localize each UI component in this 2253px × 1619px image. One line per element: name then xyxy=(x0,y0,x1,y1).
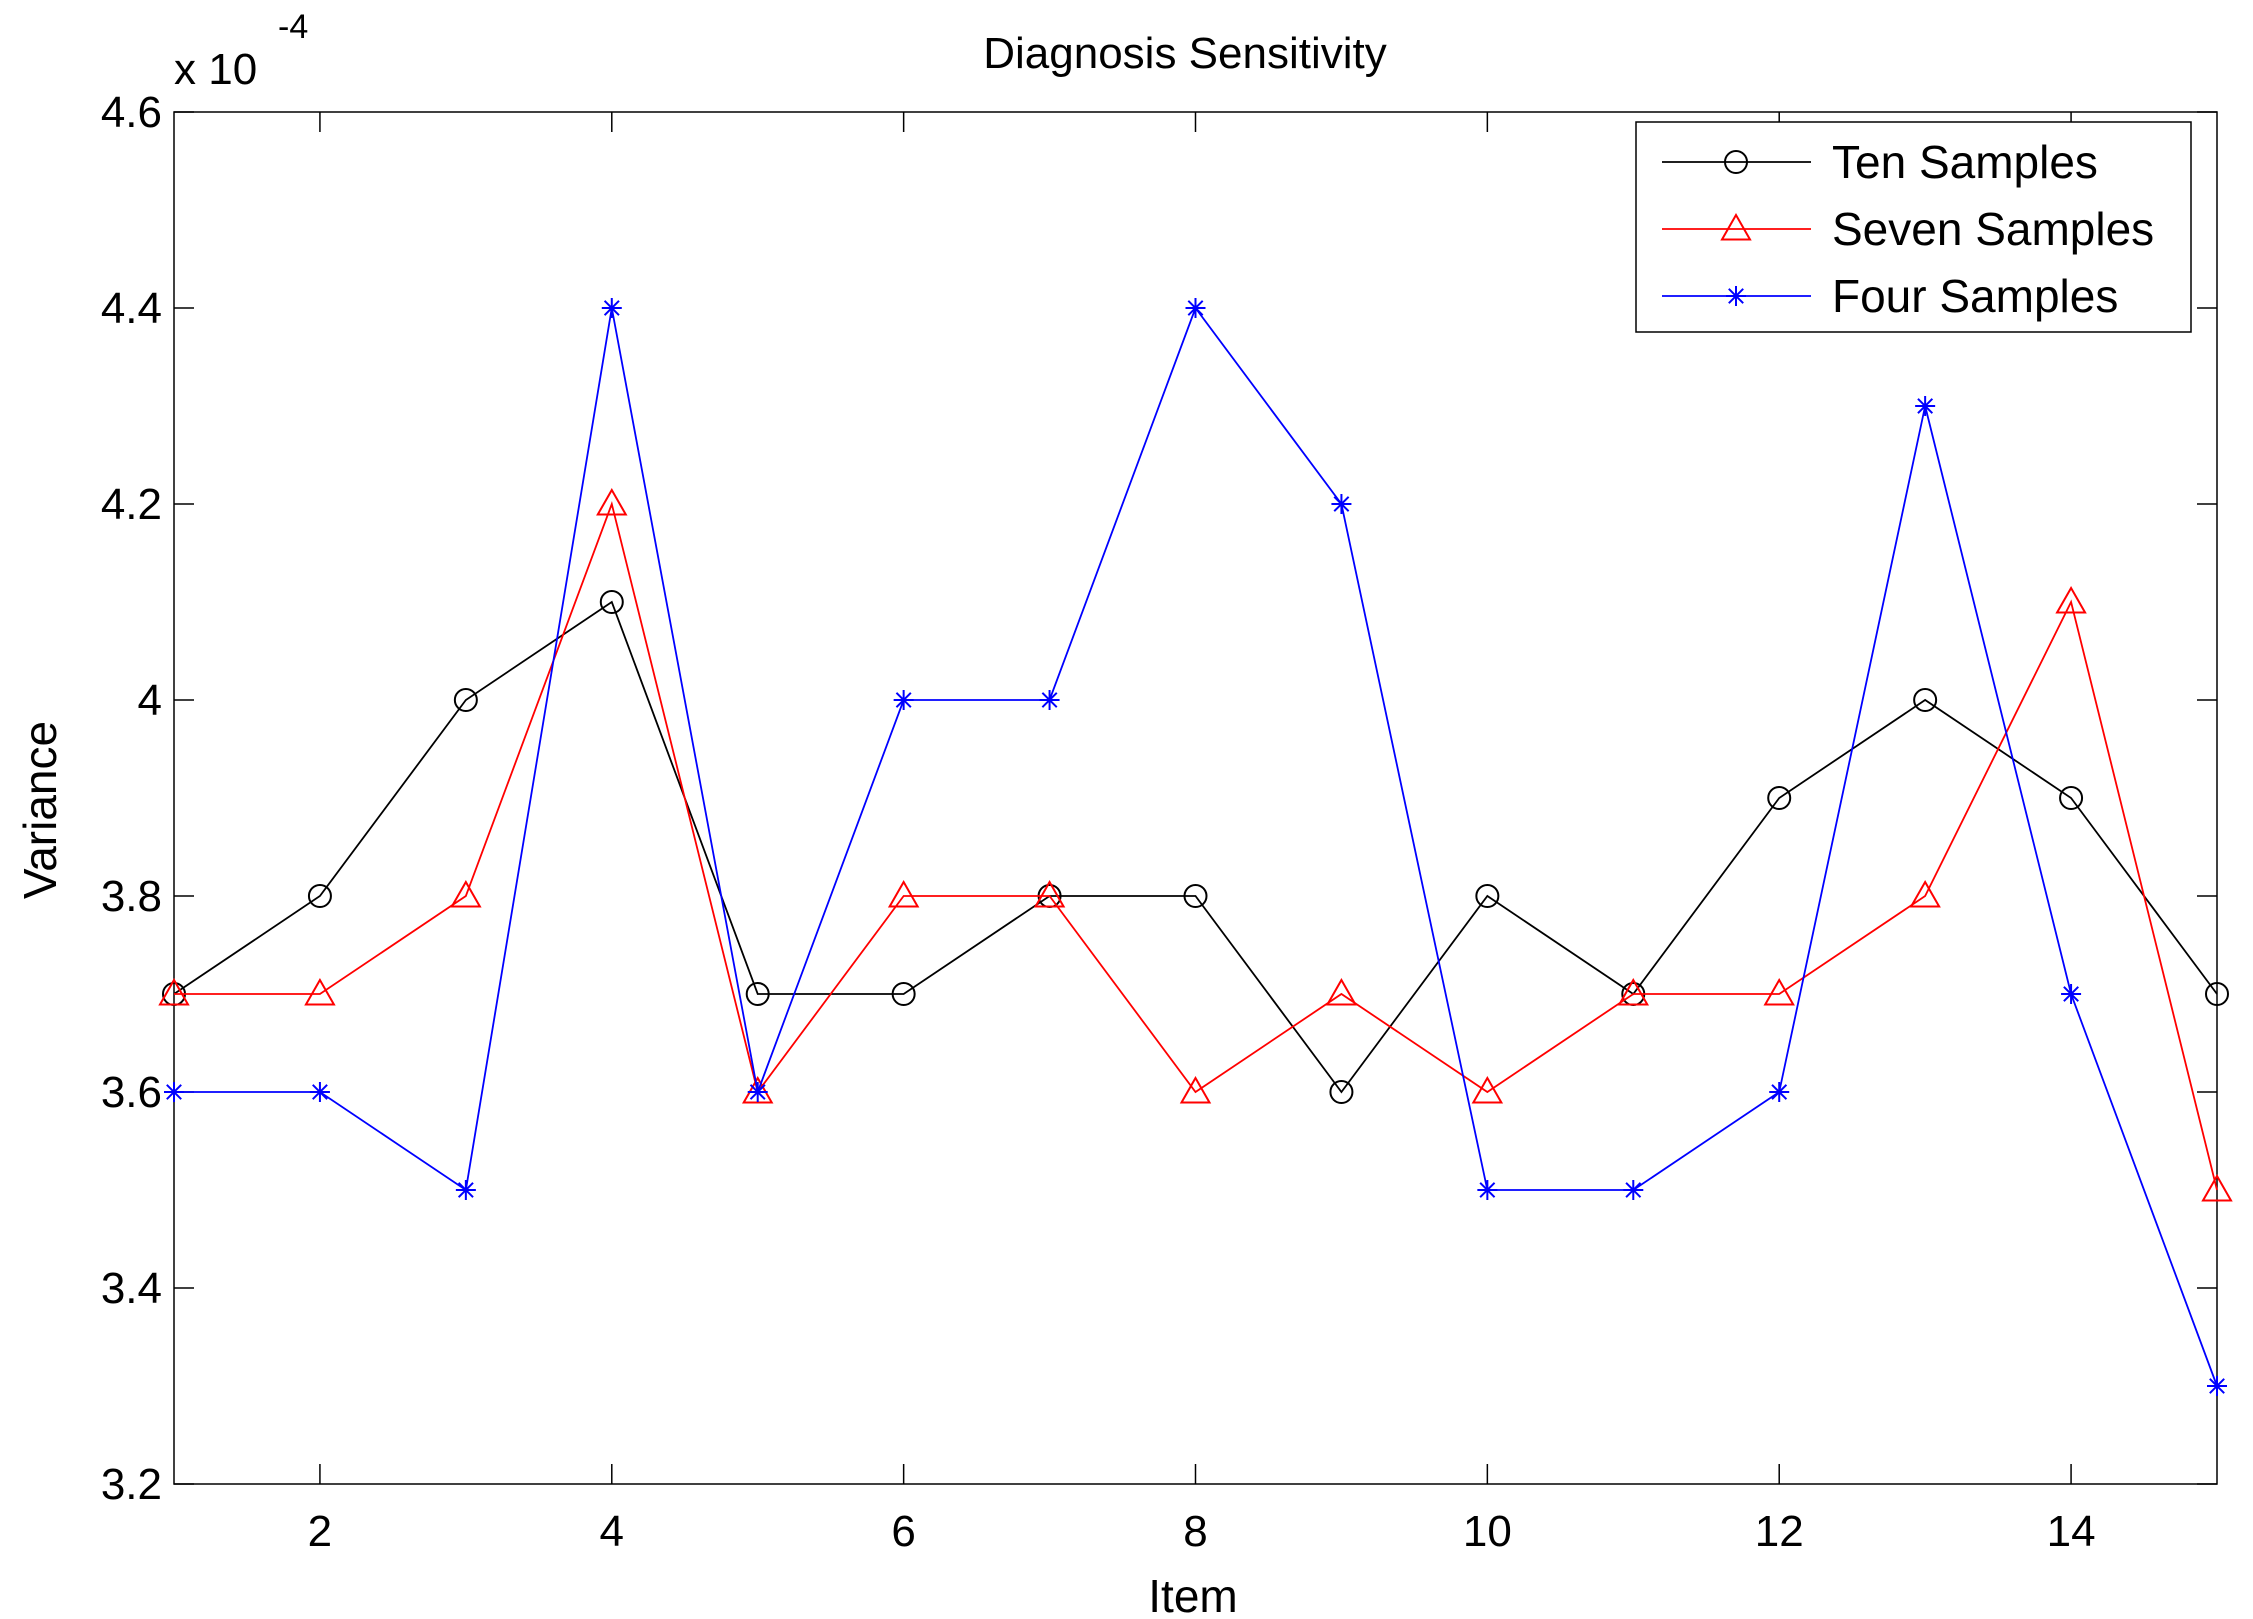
ten-samples-point xyxy=(1913,688,1938,712)
four-samples-point xyxy=(1915,396,1936,416)
four-samples-point xyxy=(1769,1082,1790,1102)
four-samples-point xyxy=(893,690,914,710)
ten-samples-point xyxy=(453,688,478,712)
marker-stroke xyxy=(457,1182,474,1198)
y-tick-label: 4 xyxy=(138,676,162,725)
marker-stroke xyxy=(1333,496,1350,512)
marker-stroke xyxy=(895,692,912,708)
seven-samples-point xyxy=(741,1075,774,1104)
y-tick-label: 3.2 xyxy=(101,1460,162,1509)
ten-samples-point xyxy=(599,590,624,614)
x-tick-label: 2 xyxy=(308,1507,332,1556)
marker-stroke xyxy=(1041,692,1058,708)
series-four-samples xyxy=(164,298,2227,1396)
chart-title: Diagnosis Sensitivity xyxy=(983,29,1387,78)
ten-samples-point xyxy=(1329,1080,1354,1104)
x-tick-label: 10 xyxy=(1463,1507,1512,1556)
seven-samples-point xyxy=(1763,977,1795,1006)
y-tick-label: 4.2 xyxy=(101,480,162,529)
y-multiplier-label: x 10 xyxy=(174,45,257,94)
four-samples-point xyxy=(1185,298,1206,318)
legend-label: Seven Samples xyxy=(1832,203,2154,255)
marker-stroke xyxy=(1771,1084,1788,1100)
legend: Ten Samples Seven Samples Four Samples xyxy=(1635,121,2192,333)
x-tick-label: 6 xyxy=(891,1507,915,1556)
marker-stroke xyxy=(312,1084,328,1100)
marker-stroke xyxy=(1625,1182,1642,1198)
seven-samples-point xyxy=(2055,585,2087,614)
marker-stroke xyxy=(2063,986,2079,1002)
seven-samples-point xyxy=(1179,1075,1212,1104)
x-tick-label: 8 xyxy=(1183,1507,1207,1556)
ten-samples-point xyxy=(1767,786,1792,810)
four-samples-point xyxy=(1039,690,1060,710)
y-tick-label: 3.4 xyxy=(101,1264,162,1313)
legend-item-ten-samples: Ten Samples xyxy=(1662,136,2098,188)
axes: 2 4 6 8 10 12 14 3.2 3.4 3.6 3.8 4 4.2 4.4 4.6 xyxy=(101,88,2218,1556)
y-exponent-label: -4 xyxy=(278,8,308,46)
y-tick-label: 3.6 xyxy=(101,1068,162,1117)
series-seven-samples xyxy=(158,487,2233,1202)
four-samples-point xyxy=(1623,1180,1644,1200)
legend-item-seven-samples: Seven Samples xyxy=(1662,203,2154,255)
y-axis-label: Variance xyxy=(14,721,66,899)
ten-samples-point xyxy=(2059,786,2084,810)
seven-samples-point xyxy=(1471,1075,1504,1104)
y-tick-label: 4.4 xyxy=(101,284,162,333)
seven-samples-point xyxy=(1325,977,1358,1006)
seven-samples-line xyxy=(174,500,2218,1191)
ten-samples-point xyxy=(745,982,770,1006)
x-axis-label: Item xyxy=(1148,1570,1237,1619)
x-tick-label: 4 xyxy=(600,1507,624,1556)
y-tick-label: 3.8 xyxy=(101,872,162,921)
legend-label: Ten Samples xyxy=(1832,136,2098,188)
seven-samples-point xyxy=(887,879,920,908)
legend-marker xyxy=(1726,286,1746,306)
marker-stroke xyxy=(1728,288,1744,304)
legend-label: Four Samples xyxy=(1832,270,2118,322)
ten-samples-point xyxy=(1183,884,1208,908)
seven-samples-point xyxy=(158,977,190,1006)
x-tick-label: 12 xyxy=(1755,1507,1804,1556)
seven-samples-point xyxy=(1909,879,1941,908)
seven-samples-point xyxy=(304,977,336,1006)
four-samples-point xyxy=(1477,1180,1498,1200)
marker-stroke xyxy=(2209,1378,2225,1394)
four-samples-point xyxy=(2061,984,2082,1004)
ten-samples-point xyxy=(1475,884,1500,908)
four-samples-point xyxy=(309,1082,330,1102)
seven-samples-point xyxy=(2201,1173,2233,1202)
marker-stroke xyxy=(1917,398,1934,414)
four-samples-point xyxy=(601,298,622,318)
marker-stroke xyxy=(166,1084,182,1100)
marker-stroke xyxy=(1187,300,1204,316)
four-samples-point xyxy=(747,1082,768,1102)
seven-samples-point xyxy=(450,879,482,908)
seven-samples-point xyxy=(1617,977,1650,1006)
y-tick-label: 4.6 xyxy=(101,88,162,137)
series-layer xyxy=(158,298,2233,1396)
marker-stroke xyxy=(1479,1182,1496,1198)
legend-item-four-samples: Four Samples xyxy=(1662,270,2118,322)
ten-samples-line xyxy=(173,600,2218,1094)
four-samples-point xyxy=(2207,1376,2227,1396)
seven-samples-point xyxy=(596,487,628,516)
legend-marker xyxy=(1724,150,1748,174)
four-samples-point xyxy=(1331,494,1352,514)
marker-stroke xyxy=(603,300,620,316)
ten-samples-point xyxy=(2205,982,2229,1006)
legend-marker xyxy=(1720,212,1752,241)
marker-stroke xyxy=(749,1084,766,1100)
x-tick-label: 14 xyxy=(2047,1507,2096,1556)
ten-samples-point xyxy=(307,884,332,908)
four-samples-point xyxy=(164,1082,184,1102)
four-samples-point xyxy=(455,1180,476,1200)
ten-samples-point xyxy=(891,982,916,1006)
seven-samples-point xyxy=(1033,879,1066,908)
